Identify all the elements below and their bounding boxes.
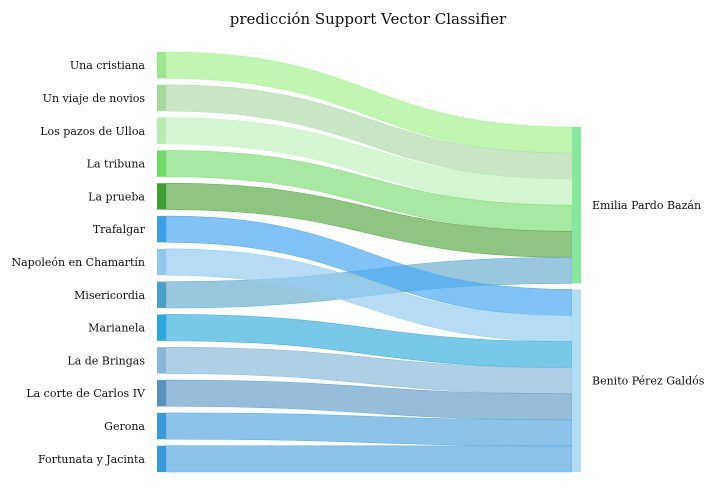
source-label-los-pazos-de-ulloa: Los pazos de Ulloa — [40, 125, 145, 138]
source-node-la-corte-de-carlos-iv — [157, 380, 166, 407]
source-label-la-corte-de-carlos-iv: La corte de Carlos IV — [26, 387, 146, 400]
source-node-una-cristiana — [157, 52, 166, 79]
source-label-la-prueba: La prueba — [88, 190, 145, 203]
source-node-un-viaje-de-novios — [157, 84, 166, 112]
target-label-benito-perez-galdos: Benito Pérez Galdós — [592, 375, 705, 388]
target-node-emilia-pardo-bazan — [572, 127, 581, 284]
source-label-una-cristiana: Una cristiana — [70, 59, 146, 72]
source-node-marianela — [157, 314, 166, 341]
source-node-la-prueba — [157, 183, 166, 210]
nodes-group — [157, 52, 581, 472]
source-node-misericordia — [157, 281, 166, 308]
source-label-marianela: Marianela — [88, 322, 145, 335]
link-fortunata-y-jacinta-to-benito-perez-galdos — [165, 445, 573, 473]
source-label-gerona: Gerona — [104, 420, 145, 433]
target-label-emilia-pardo-bazan: Emilia Pardo Bazán — [592, 199, 701, 212]
source-label-un-viaje-de-novios: Un viaje de novios — [43, 92, 146, 105]
target-node-benito-perez-galdos — [572, 289, 581, 472]
source-node-fortunata-y-jacinta — [157, 445, 166, 472]
source-label-misericordia: Misericordia — [74, 289, 145, 302]
source-label-la-de-bringas: La de Bringas — [67, 354, 145, 367]
source-node-los-pazos-de-ulloa — [157, 117, 166, 144]
source-node-la-de-bringas — [157, 347, 166, 374]
source-label-fortunata-y-jacinta: Fortunata y Jacinta — [38, 453, 145, 466]
source-label-la-tribuna: La tribuna — [87, 158, 146, 171]
chart-title: predicción Support Vector Classifier — [230, 10, 507, 28]
source-node-trafalgar — [157, 216, 166, 243]
links-group — [165, 51, 573, 473]
source-node-la-tribuna — [157, 150, 166, 177]
source-label-trafalgar: Trafalgar — [93, 223, 146, 236]
source-label-napoleon-en-chamartin: Napoleón en Chamartín — [12, 256, 146, 269]
source-node-napoleon-en-chamartin — [157, 248, 166, 276]
source-node-gerona — [157, 412, 166, 440]
labels-group: Una cristiana Un viaje de novios Los pazos… — [12, 59, 705, 466]
